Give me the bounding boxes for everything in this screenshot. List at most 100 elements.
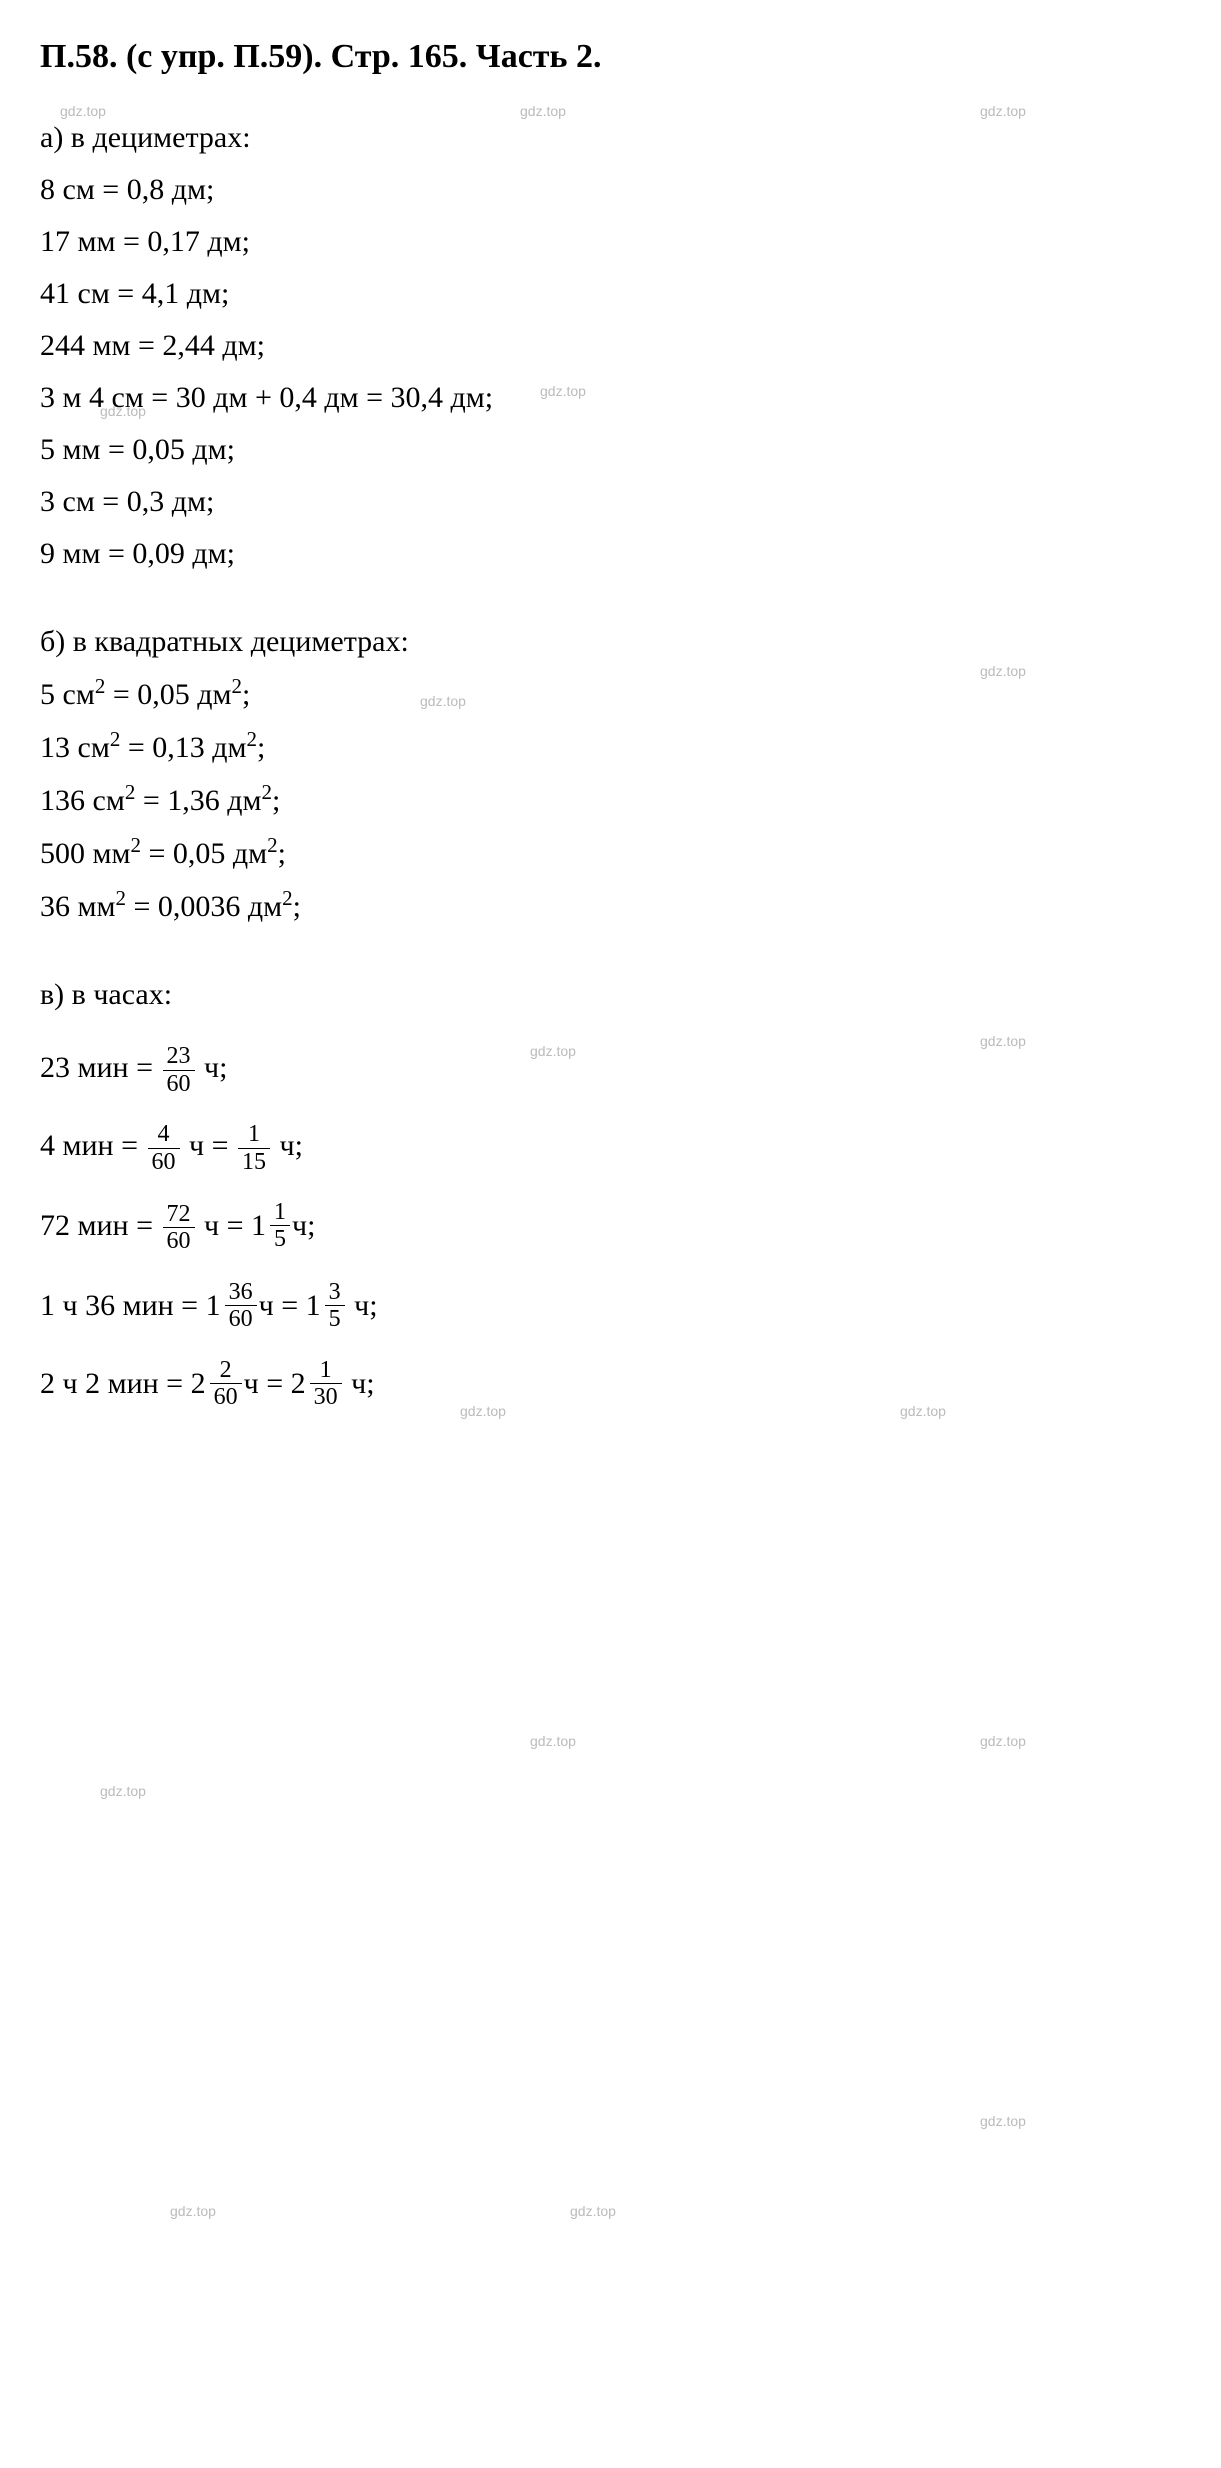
fraction: 2360 <box>163 1043 195 1097</box>
section-a: а) в дециметрах: 8 см = 0,8 дм; 17 мм = … <box>40 114 1181 578</box>
section-c-line: 72 мин = 7260 ч = 115ч; <box>40 1199 1181 1255</box>
text: ; <box>272 784 280 817</box>
sup: 2 <box>130 833 141 857</box>
numerator: 72 <box>163 1201 195 1228</box>
denominator: 5 <box>270 1226 290 1252</box>
sup: 2 <box>282 886 293 910</box>
whole: 1 <box>251 1202 266 1250</box>
section-a-header: а) в дециметрах: <box>40 114 1181 162</box>
whole: 1 <box>306 1282 321 1330</box>
numerator: 4 <box>148 1121 180 1148</box>
fraction: 7260 <box>163 1201 195 1255</box>
fraction: 15 <box>270 1199 290 1253</box>
section-c: в) в часах: 23 мин = 2360 ч; 4 мин = 460… <box>40 971 1181 1410</box>
numerator: 1 <box>310 1357 342 1384</box>
denominator: 60 <box>225 1306 257 1332</box>
denominator: 60 <box>148 1149 180 1175</box>
text: = 0,13 дм <box>120 731 246 764</box>
section-a-line: 5 мм = 0,05 дм; <box>40 426 1181 474</box>
mixed-fraction: 135 <box>306 1279 347 1333</box>
section-a-line: 3 см = 0,3 дм; <box>40 478 1181 526</box>
section-b-line: 13 см2 = 0,13 дм2; <box>40 723 1181 772</box>
section-b-line: 36 мм2 = 0,0036 дм2; <box>40 882 1181 931</box>
numerator: 1 <box>238 1121 270 1148</box>
sup: 2 <box>110 727 121 751</box>
fraction: 130 <box>310 1357 342 1411</box>
text: 500 мм <box>40 837 130 870</box>
text: 13 см <box>40 731 110 764</box>
section-c-line: 23 мин = 2360 ч; <box>40 1043 1181 1097</box>
sup: 2 <box>115 886 126 910</box>
section-a-line: 9 мм = 0,09 дм; <box>40 530 1181 578</box>
whole: 2 <box>191 1360 206 1408</box>
numerator: 1 <box>270 1199 290 1226</box>
text: ч; <box>197 1051 228 1084</box>
section-c-header: в) в часах: <box>40 971 1181 1019</box>
text: 1 ч 36 мин = <box>40 1289 206 1322</box>
sup: 2 <box>125 780 136 804</box>
sup: 2 <box>267 833 278 857</box>
sup: 2 <box>261 780 272 804</box>
text: ч; <box>272 1129 303 1162</box>
section-b-line: 500 мм2 = 0,05 дм2; <box>40 829 1181 878</box>
text: ч; <box>344 1367 375 1400</box>
text: ч = <box>182 1129 237 1162</box>
denominator: 60 <box>210 1384 242 1410</box>
denominator: 60 <box>163 1071 195 1097</box>
watermark: gdz.top <box>980 1730 1026 1752</box>
text: ч = <box>244 1367 291 1400</box>
watermark: gdz.top <box>530 1730 576 1752</box>
numerator: 23 <box>163 1043 195 1070</box>
fraction: 3660 <box>225 1279 257 1333</box>
fraction: 35 <box>325 1279 345 1333</box>
text: 4 мин = <box>40 1129 146 1162</box>
section-c-line: 4 мин = 460 ч = 115 ч; <box>40 1121 1181 1175</box>
fraction: 260 <box>210 1357 242 1411</box>
text: 2 ч 2 мин = <box>40 1367 191 1400</box>
section-a-line: 3 м 4 см = 30 дм + 0,4 дм = 30,4 дм; <box>40 374 1181 422</box>
sup: 2 <box>95 674 106 698</box>
numerator: 2 <box>210 1357 242 1384</box>
text: = 1,36 дм <box>135 784 261 817</box>
denominator: 5 <box>325 1306 345 1332</box>
text: ч = <box>259 1289 306 1322</box>
section-a-line: 8 см = 0,8 дм; <box>40 166 1181 214</box>
text: ; <box>242 678 250 711</box>
text: 36 мм <box>40 890 115 923</box>
whole: 1 <box>206 1282 221 1330</box>
text: ч; <box>292 1209 315 1242</box>
denominator: 15 <box>238 1149 270 1175</box>
text: 23 мин = <box>40 1051 161 1084</box>
text: = 0,05 дм <box>105 678 231 711</box>
text: 5 см <box>40 678 95 711</box>
sup: 2 <box>246 727 257 751</box>
watermark: gdz.top <box>170 2200 216 2222</box>
section-c-line: 1 ч 36 мин = 13660ч = 135 ч; <box>40 1279 1181 1333</box>
page-title: П.58. (с упр. П.59). Стр. 165. Часть 2. <box>40 30 1181 84</box>
denominator: 30 <box>310 1384 342 1410</box>
mixed-fraction: 2130 <box>291 1357 344 1411</box>
text: = 0,0036 дм <box>126 890 282 923</box>
numerator: 36 <box>225 1279 257 1306</box>
text: ; <box>278 837 286 870</box>
section-a-line: 17 мм = 0,17 дм; <box>40 218 1181 266</box>
section-a-line: 244 мм = 2,44 дм; <box>40 322 1181 370</box>
text: 136 см <box>40 784 125 817</box>
text: ; <box>293 890 301 923</box>
section-b-header: б) в квадратных дециметрах: <box>40 618 1181 666</box>
mixed-fraction: 115 <box>251 1199 292 1253</box>
denominator: 60 <box>163 1228 195 1254</box>
fraction: 460 <box>148 1121 180 1175</box>
section-b: б) в квадратных дециметрах: 5 см2 = 0,05… <box>40 618 1181 931</box>
sup: 2 <box>231 674 242 698</box>
section-c-line: 2 ч 2 мин = 2260ч = 2130 ч; <box>40 1357 1181 1411</box>
text: ; <box>257 731 265 764</box>
fraction: 115 <box>238 1121 270 1175</box>
numerator: 3 <box>325 1279 345 1306</box>
text: ч = <box>197 1209 252 1242</box>
mixed-fraction: 2260 <box>191 1357 244 1411</box>
watermark: gdz.top <box>100 1780 146 1802</box>
text: = 0,05 дм <box>141 837 267 870</box>
text: 72 мин = <box>40 1209 161 1242</box>
section-a-line: 41 см = 4,1 дм; <box>40 270 1181 318</box>
